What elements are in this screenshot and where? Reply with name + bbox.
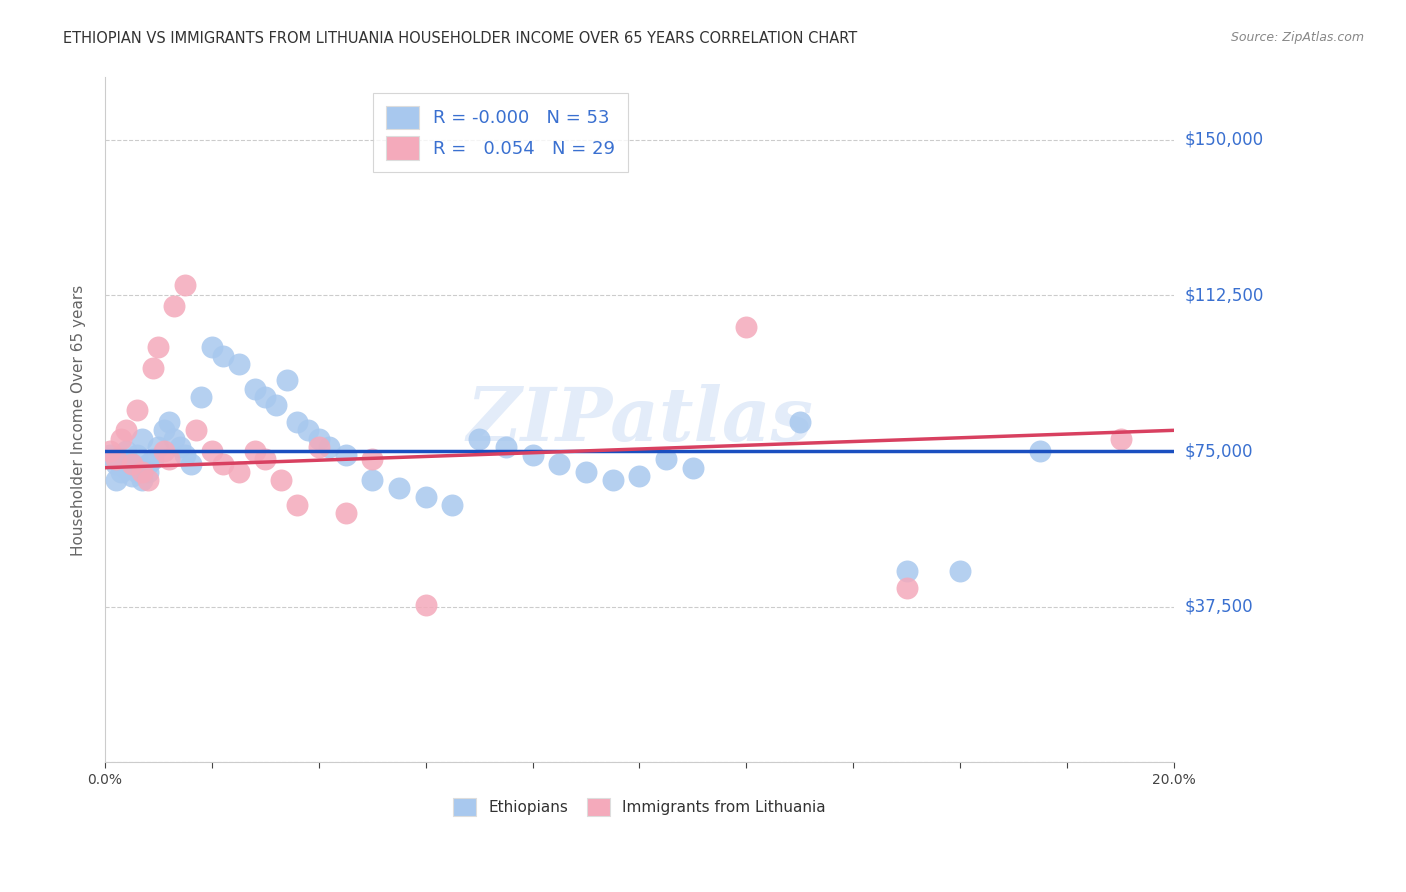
Point: [131, 465, 153, 479]
Point: [201, 340, 224, 354]
Point: [335, 448, 357, 462]
Point: [228, 465, 250, 479]
Point: [254, 452, 277, 467]
Point: [179, 457, 201, 471]
Point: [655, 452, 678, 467]
Point: [136, 465, 159, 479]
Point: [121, 457, 143, 471]
Point: [110, 465, 132, 479]
Point: [287, 498, 309, 512]
Point: [190, 390, 212, 404]
Point: [184, 423, 207, 437]
Point: [104, 452, 127, 467]
Point: [157, 415, 180, 429]
Point: [308, 432, 330, 446]
Point: [148, 440, 170, 454]
Point: [115, 444, 138, 458]
Point: [98, 444, 121, 458]
Point: [270, 473, 292, 487]
Point: [1029, 444, 1052, 458]
Point: [157, 452, 180, 467]
Point: [361, 452, 384, 467]
Point: [115, 460, 138, 475]
Point: [152, 444, 174, 458]
Point: [318, 440, 340, 454]
Point: [254, 390, 277, 404]
Point: [142, 452, 165, 467]
Point: [628, 469, 651, 483]
Point: [169, 440, 191, 454]
Point: [297, 423, 319, 437]
Point: [228, 357, 250, 371]
Text: $150,000: $150,000: [1185, 131, 1264, 149]
Legend: Ethiopians, Immigrants from Lithuania: Ethiopians, Immigrants from Lithuania: [446, 790, 834, 823]
Point: [125, 402, 148, 417]
Point: [682, 460, 704, 475]
Text: ZIPatlas: ZIPatlas: [465, 384, 813, 456]
Point: [415, 598, 437, 612]
Point: [468, 432, 491, 446]
Text: $37,500: $37,500: [1185, 598, 1254, 615]
Point: [152, 423, 174, 437]
Point: [125, 448, 148, 462]
Point: [789, 415, 811, 429]
Text: Source: ZipAtlas.com: Source: ZipAtlas.com: [1230, 31, 1364, 45]
Point: [896, 581, 918, 595]
Point: [131, 473, 153, 487]
Point: [415, 490, 437, 504]
Point: [441, 498, 464, 512]
Point: [522, 448, 544, 462]
Point: [243, 444, 266, 458]
Point: [388, 482, 411, 496]
Point: [211, 349, 233, 363]
Point: [163, 432, 186, 446]
Point: [243, 382, 266, 396]
Text: ETHIOPIAN VS IMMIGRANTS FROM LITHUANIA HOUSEHOLDER INCOME OVER 65 YEARS CORRELAT: ETHIOPIAN VS IMMIGRANTS FROM LITHUANIA H…: [63, 31, 858, 46]
Text: $112,500: $112,500: [1185, 286, 1264, 304]
Point: [276, 374, 298, 388]
Text: $75,000: $75,000: [1185, 442, 1254, 460]
Point: [308, 440, 330, 454]
Point: [110, 452, 132, 467]
Point: [131, 432, 153, 446]
Y-axis label: Householder Income Over 65 years: Householder Income Over 65 years: [72, 285, 86, 556]
Point: [163, 299, 186, 313]
Point: [201, 444, 224, 458]
Point: [136, 473, 159, 487]
Point: [125, 465, 148, 479]
Point: [121, 469, 143, 483]
Point: [896, 565, 918, 579]
Point: [174, 448, 197, 462]
Point: [142, 361, 165, 376]
Point: [361, 473, 384, 487]
Point: [148, 340, 170, 354]
Point: [98, 448, 121, 462]
Point: [548, 457, 571, 471]
Point: [264, 398, 287, 412]
Point: [602, 473, 624, 487]
Point: [136, 457, 159, 471]
Point: [575, 465, 598, 479]
Point: [495, 440, 517, 454]
Point: [335, 506, 357, 520]
Point: [211, 457, 233, 471]
Point: [1109, 432, 1132, 446]
Point: [110, 432, 132, 446]
Point: [115, 423, 138, 437]
Point: [104, 457, 127, 471]
Point: [949, 565, 972, 579]
Point: [121, 457, 143, 471]
Point: [174, 278, 197, 293]
Point: [287, 415, 309, 429]
Point: [104, 473, 127, 487]
Point: [735, 319, 758, 334]
